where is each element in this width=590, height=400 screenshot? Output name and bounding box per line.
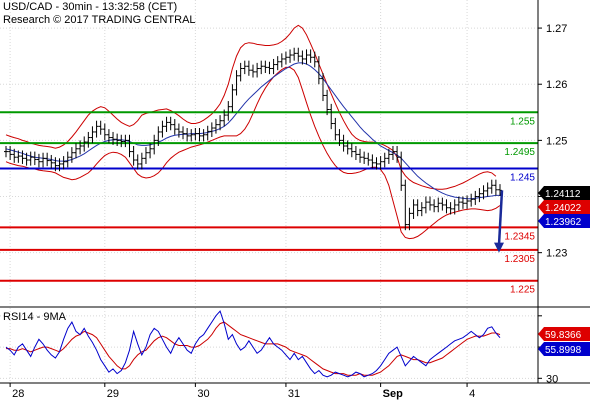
bollinger-bands — [5, 24, 501, 240]
upper-band-line — [5, 24, 497, 190]
moving-average-line — [5, 62, 500, 200]
x-tick-label: 28 — [12, 388, 24, 400]
rsi-tag-label: 59.8366 — [545, 330, 582, 341]
y-tick-label: 1.23 — [546, 248, 567, 260]
x-tick-label: Sep — [383, 388, 403, 400]
y-tick-label: 1.26 — [546, 79, 567, 91]
y-tick-label: 1.27 — [546, 23, 567, 35]
price-candles — [4, 47, 504, 253]
chart-subtitle: Research © 2017 TRADING CENTRAL — [3, 14, 196, 26]
grid-lines — [0, 0, 538, 383]
price-tags: 1.24112 1.24022 1.23962 59.8366 55.8998 — [538, 186, 590, 356]
x-tick-label: 30 — [197, 388, 209, 400]
level-label: 1.2345 — [504, 231, 535, 242]
x-tick-label: 31 — [288, 388, 300, 400]
lower-band-line — [5, 66, 501, 240]
level-label: 1.2305 — [504, 254, 535, 265]
chart-title: USD/CAD - 30min - 13:32:58 (CET) — [3, 1, 178, 13]
price-tag-label: 1.24112 — [545, 189, 581, 200]
level-label: 1.255 — [510, 116, 535, 127]
price-tag-box — [538, 214, 590, 228]
price-tag-box — [538, 200, 590, 214]
support-resistance-levels: 1.255 1.2495 1.245 1.2345 1.2305 1.225 — [0, 111, 538, 296]
level-label: 1.225 — [510, 285, 535, 296]
forecast-arrow-head — [494, 242, 504, 253]
rsi-tag-box — [538, 327, 590, 341]
rsi-tag-box — [538, 342, 590, 356]
rsi-title: RSI14 - 9MA — [3, 311, 66, 323]
x-tick-label: 29 — [107, 388, 119, 400]
forecast-arrow-shaft — [497, 190, 504, 245]
price-tag-label: 1.24022 — [545, 203, 582, 214]
rsi-panel — [0, 306, 590, 378]
rsi-tag-label: 55.8998 — [545, 345, 582, 356]
level-label: 1.2495 — [504, 147, 535, 158]
rsi-line — [5, 310, 501, 378]
price-tag-label: 1.23962 — [545, 217, 582, 228]
price-tag-box — [538, 186, 590, 200]
rsi-tick-label: 30 — [546, 373, 558, 385]
rsi-ma-line — [6, 321, 501, 376]
y-tick-label: 1.25 — [546, 135, 567, 147]
level-label: 1.245 — [510, 172, 535, 183]
x-tick-label: 4 — [469, 388, 475, 400]
